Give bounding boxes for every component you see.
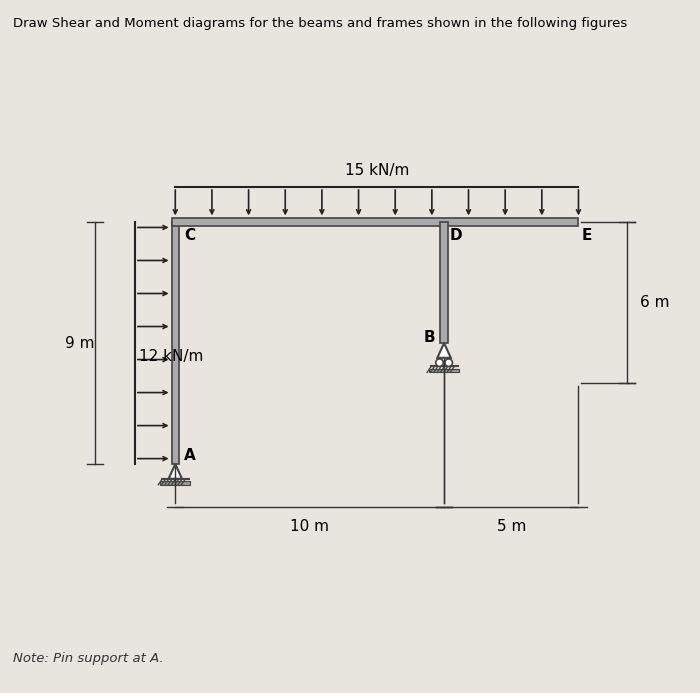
Text: E: E [581,227,592,243]
Bar [172,222,179,464]
Bar [429,369,459,372]
Text: Draw Shear and Moment diagrams for the beams and frames shown in the following f: Draw Shear and Moment diagrams for the b… [13,17,627,30]
Bar [172,218,578,226]
Text: 10 m: 10 m [290,519,329,534]
Text: D: D [449,227,462,243]
Text: C: C [185,227,196,243]
Polygon shape [438,343,451,358]
Circle shape [445,359,452,367]
Text: 5 m: 5 m [496,519,526,534]
Text: 6 m: 6 m [640,295,670,310]
Text: 15 kN/m: 15 kN/m [344,163,409,177]
Bar [160,481,190,484]
Text: 12 kN/m: 12 kN/m [139,349,204,364]
Text: A: A [184,448,195,463]
Text: 9 m: 9 m [65,335,94,351]
Bar [440,222,448,343]
Text: Note: Pin support at A.: Note: Pin support at A. [13,652,163,665]
Text: B: B [424,330,435,344]
Circle shape [435,359,443,367]
Polygon shape [169,464,182,479]
